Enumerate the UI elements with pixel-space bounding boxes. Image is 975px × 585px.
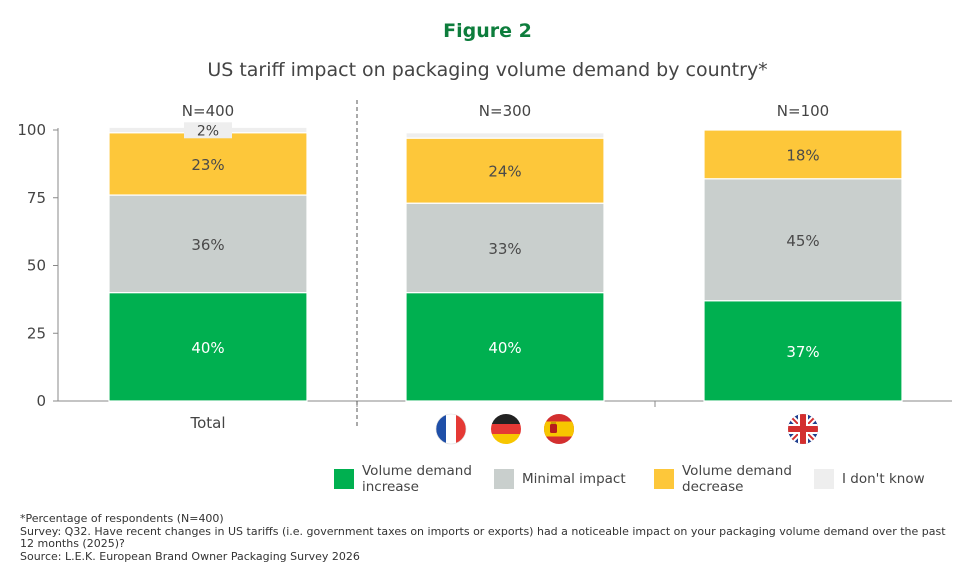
y-tick-label: 25 <box>27 324 46 342</box>
legend-label-increase: Volume demand increase <box>362 463 472 495</box>
data-label: 45% <box>786 232 819 250</box>
legend-label-minimal: Minimal impact <box>522 471 626 487</box>
y-tick-label: 100 <box>17 121 46 139</box>
footnotes: *Percentage of respondents (N=400) Surve… <box>20 512 960 563</box>
data-label-box <box>184 122 232 139</box>
group-size-label: N=100 <box>777 102 829 120</box>
legend-swatch-minimal <box>494 469 514 489</box>
group-size-label: N=300 <box>479 102 531 120</box>
bar-segment <box>108 132 308 196</box>
bar-segment <box>405 292 605 402</box>
bar-segment <box>703 129 903 180</box>
stacked-bar-chart: 0 25 50 75 100 40% 36% 23% 2% N=400 Total 40% 33% 24… <box>17 100 952 445</box>
data-label: 24% <box>488 163 521 181</box>
y-tick-label: 75 <box>27 189 46 207</box>
bar-segment <box>405 132 605 139</box>
figure-label: Figure 2 <box>443 20 532 42</box>
data-label: 40% <box>488 339 521 357</box>
bar-segment <box>108 292 308 402</box>
y-tick-label: 50 <box>27 257 46 275</box>
flags <box>435 413 818 445</box>
bar-segment <box>405 202 605 294</box>
category-label: Total <box>189 414 225 432</box>
y-tick-label: 0 <box>36 392 46 410</box>
bar-segment <box>703 300 903 402</box>
data-label: 36% <box>191 236 224 254</box>
legend-swatch-increase <box>334 469 354 489</box>
data-label: 33% <box>488 240 521 258</box>
data-labels: 40% 36% 23% 2% N=400 Total 40% 33% 24% N=300 37% 45… <box>182 102 829 432</box>
legend-label-dont-know: I don't know <box>842 471 925 487</box>
legend-swatch-dont-know <box>814 469 834 489</box>
spain-flag-icon <box>544 414 574 444</box>
group-size-label: N=400 <box>182 102 234 120</box>
legend-item-minimal: Minimal impact <box>494 462 626 496</box>
legend-item-increase: Volume demand increase <box>334 462 472 496</box>
footnote-source: Source: L.E.K. European Brand Owner Pack… <box>20 549 360 563</box>
data-label: 23% <box>191 156 224 174</box>
footnote-survey: Survey: Q32. Have recent changes in US t… <box>20 524 946 550</box>
bar-segment <box>703 178 903 302</box>
bar-segment <box>405 137 605 204</box>
bars <box>108 126 903 402</box>
data-label: 40% <box>191 339 224 357</box>
france-flag-icon <box>435 413 467 445</box>
legend-swatch-decrease <box>654 469 674 489</box>
bar-segment <box>108 194 308 294</box>
data-label: 37% <box>786 343 819 361</box>
data-label: 18% <box>786 146 819 164</box>
legend-item-dont-know: I don't know <box>814 462 925 496</box>
germany-flag-icon <box>491 414 521 444</box>
legend-item-decrease: Volume demand decrease <box>654 462 792 496</box>
chart-title: US tariff impact on packaging volume dem… <box>207 59 768 81</box>
uk-flag-icon <box>788 414 818 444</box>
footnote-percentage: *Percentage of respondents (N=400) <box>20 512 224 525</box>
legend-label-decrease: Volume demand decrease <box>682 463 792 495</box>
data-label: 2% <box>197 123 219 139</box>
